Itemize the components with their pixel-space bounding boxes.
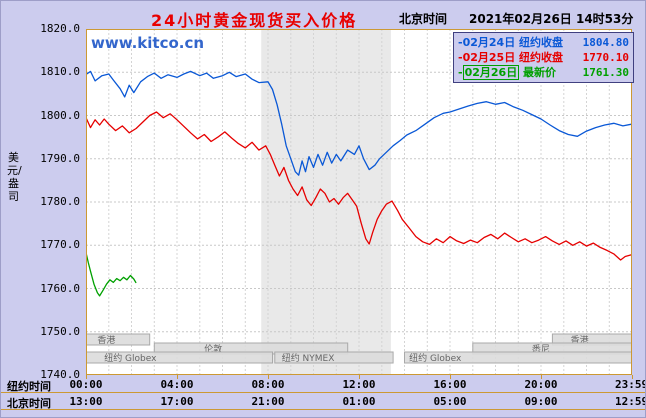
x-axis-tick: [359, 375, 360, 379]
legend-item: -02月25日 纽约收盘 1770.10: [458, 50, 629, 65]
x-axis-tick: [541, 375, 542, 379]
x-axis-tick-label: 13:00: [69, 395, 103, 408]
x-axis-row-label: 纽约时间: [7, 380, 51, 393]
y-axis-tick-label: 1740.0: [40, 368, 80, 381]
market-session-bar: [86, 333, 151, 346]
chart-plot-area: 香港 香港 伦敦 悉尼 纽约 Globex 纽约 NYMEX 纽约 Globex www.k…: [86, 29, 632, 375]
market-session-bar: [274, 351, 394, 364]
x-axis-tick-label: 00:00: [69, 378, 103, 391]
x-axis-tick: [268, 375, 269, 379]
beijing-time-label: 北京时间: [399, 12, 448, 26]
x-axis-tick-label: 05:00: [433, 395, 467, 408]
y-axis-tick-label: 1820.0: [40, 22, 80, 35]
x-axis-tick-label: 17:00: [160, 395, 194, 408]
market-session-label: 纽约 Globex: [104, 352, 157, 364]
legend-item-text: -02月25日 纽约收盘: [458, 50, 564, 64]
legend-item-value: 1804.80: [582, 35, 629, 49]
y-axis-tick-label: 1750.0: [40, 324, 80, 338]
x-axis-tick-label: 12:59: [614, 395, 646, 408]
market-session-bar: [404, 351, 632, 364]
price-line-feb24: [86, 70, 632, 176]
market-session-bar: [86, 351, 273, 364]
x-axis-tick-label: 23:59: [614, 378, 646, 391]
x-axis-tick: [177, 375, 178, 379]
x-axis-tick-label: 01:00: [342, 395, 376, 408]
datetime-stamp: 2021年02月26日 14时53分: [469, 12, 634, 26]
x-axis-row-label: 北京时间: [7, 397, 51, 410]
x-axis-tick-label: 16:00: [433, 378, 467, 391]
kitco-watermark: www.kitco.cn: [91, 34, 205, 52]
legend-item-text: -02月24日 纽约收盘: [458, 35, 564, 49]
legend-item-text: -02月26日 最新价: [458, 64, 557, 80]
legend-item: -02月26日 最新价 1761.30: [458, 64, 629, 80]
x-axis-tick-label: 20:00: [524, 378, 558, 391]
price-line-feb25: [86, 111, 632, 261]
market-session-label: 纽约 Globex: [409, 352, 462, 364]
legend-item-value: 1770.10: [582, 50, 629, 64]
x-axis-tick-label: 12:00: [342, 378, 376, 391]
page-title: 24小时黄金现货买入价格: [151, 11, 358, 30]
legend-item: -02月24日 纽约收盘 1804.80: [458, 35, 629, 50]
x-axis-tick: [631, 375, 633, 379]
y-axis-tick-label: 1790.0: [40, 151, 80, 165]
x-axis-tick-label: 04:00: [160, 378, 194, 391]
market-session-label: 香港: [97, 334, 115, 346]
y-axis-tick-label: 1780.0: [40, 195, 80, 208]
x-axis-tick-label: 08:00: [251, 378, 285, 391]
price-line-feb26: [86, 252, 137, 297]
legend-item-value: 1761.30: [582, 65, 629, 79]
y-axis-tick-label: 1810.0: [40, 65, 80, 79]
y-axis-tick-label: 1770.0: [40, 238, 80, 252]
x-axis-tick-label: 21:00: [251, 395, 285, 408]
x-axis-tick: [450, 375, 451, 379]
x-axis-tick: [86, 375, 87, 379]
separator-line: [1, 392, 645, 393]
y-axis-tick-label: 1760.0: [40, 281, 80, 295]
separator-line: [1, 409, 645, 410]
legend: -02月24日 纽约收盘 1804.80 -02月25日 纽约收盘 1770.10-0…: [453, 32, 634, 83]
y-axis-tick-label: 1800.0: [40, 108, 80, 122]
x-axis-tick-label: 09:00: [524, 395, 558, 408]
y-axis-unit-label: 美元/盎司: [7, 151, 22, 203]
market-session-label: 纽约 NYMEX: [282, 352, 335, 364]
